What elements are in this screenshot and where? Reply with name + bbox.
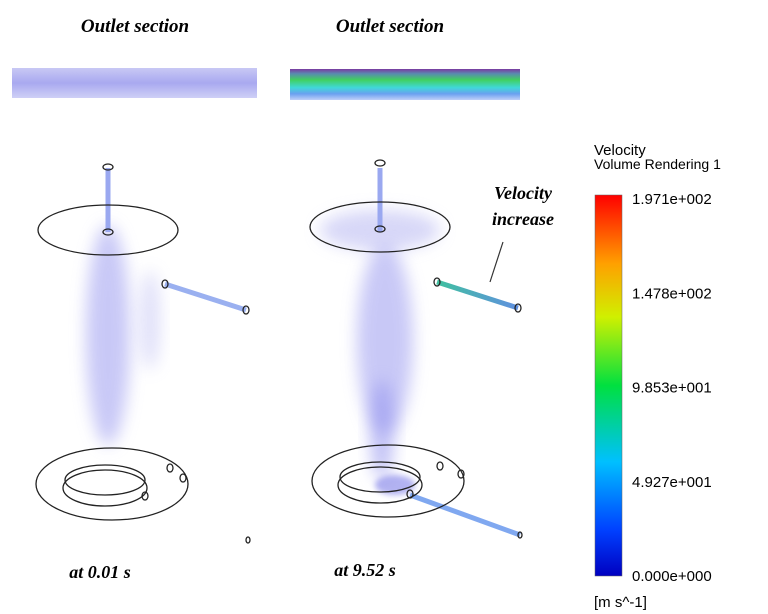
legend-tick-label: 1.971e+002	[632, 191, 712, 208]
annotation: Velocity	[494, 183, 553, 203]
legend-tick-label: 9.853e+001	[632, 380, 712, 397]
pipe	[165, 284, 246, 310]
legend-subtitle: Volume Rendering 1	[594, 156, 721, 172]
legend-tick-label: 4.927e+001	[632, 474, 712, 491]
geometry	[36, 448, 188, 520]
color-legend: Velocity Volume Rendering 1 [m s^-1] 1.9…	[594, 142, 721, 611]
pipe	[437, 282, 518, 308]
geometry	[246, 537, 250, 543]
panel-title: Outlet section	[81, 16, 189, 37]
figure: Outlet section at 0.01 s Outlet section …	[0, 0, 768, 614]
panel-right: Outlet section Velocity increase at 9.52…	[290, 16, 554, 580]
pipe	[410, 495, 520, 535]
panel-caption: at 0.01 s	[69, 562, 131, 582]
legend-unit: [m s^-1]	[594, 594, 647, 611]
geometry	[437, 462, 443, 470]
annotation-arrow	[490, 242, 503, 282]
geometry	[375, 160, 385, 166]
geometry	[167, 464, 173, 472]
colorbar	[595, 195, 622, 576]
panel-left: Outlet section at 0.01 s	[12, 16, 257, 582]
plume	[86, 225, 130, 445]
annotation: increase	[492, 209, 554, 229]
geometry	[63, 470, 147, 506]
plume	[370, 380, 394, 480]
geometry	[180, 474, 186, 482]
outlet-section	[290, 69, 520, 100]
panel-caption: at 9.52 s	[334, 560, 396, 580]
legend-tick-label: 1.478e+002	[632, 285, 712, 302]
outlet-section	[12, 68, 257, 98]
plume	[140, 270, 160, 370]
panel-title: Outlet section	[336, 16, 444, 37]
legend-tick-label: 0.000e+000	[632, 568, 712, 585]
